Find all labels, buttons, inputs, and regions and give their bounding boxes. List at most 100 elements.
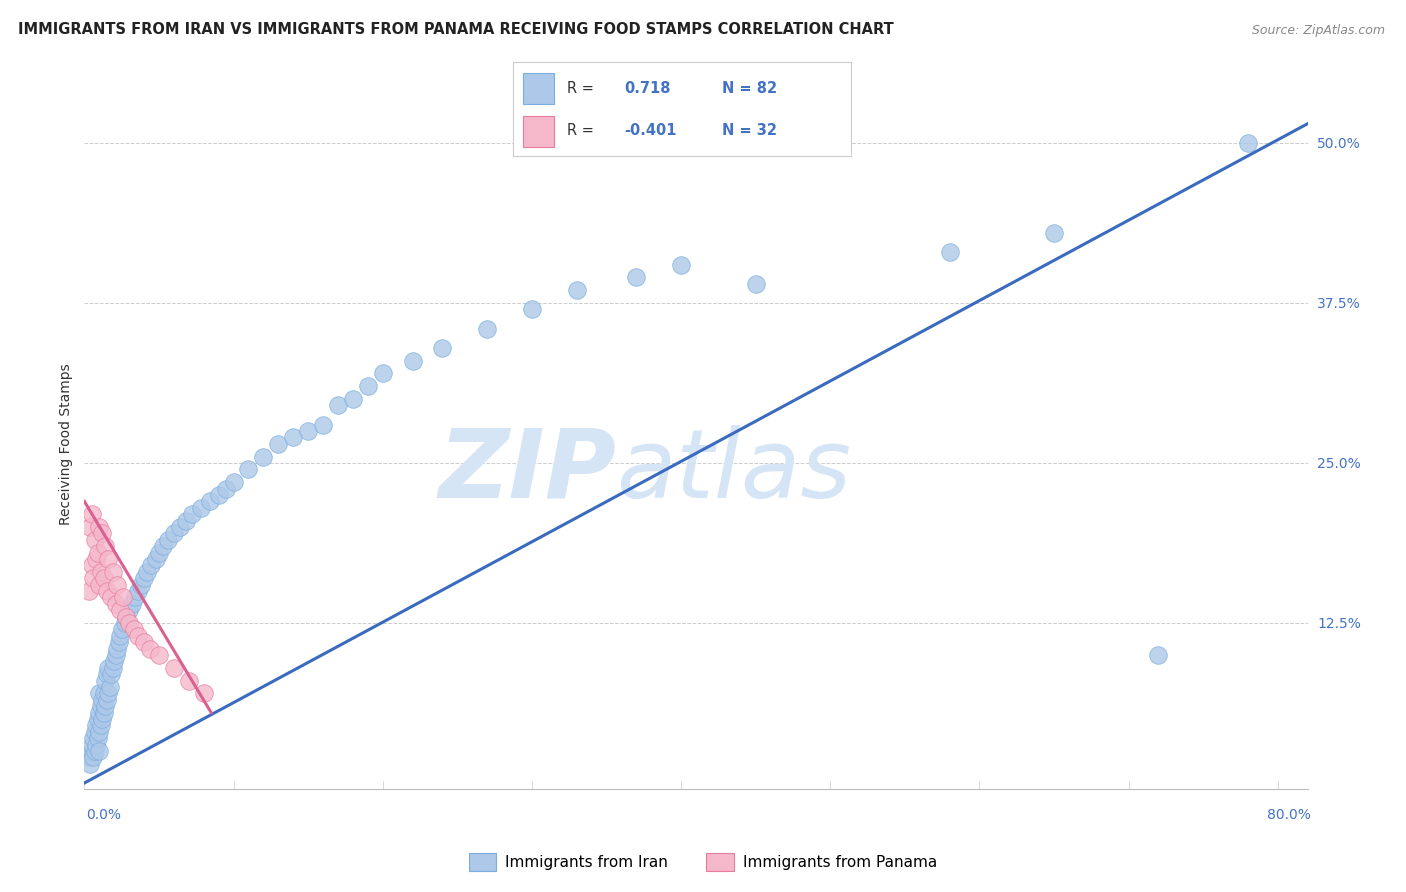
Point [104,648,127,662]
Point [207,488,229,502]
Point [121,597,143,611]
Point [111,623,134,637]
Y-axis label: Receiving Food Stamps: Receiving Food Stamps [59,363,73,524]
Point [105,641,128,656]
Point [93,571,115,585]
Point [215,482,238,496]
Point [122,623,145,637]
Point [97,552,120,566]
Point [141,558,163,573]
FancyBboxPatch shape [523,116,554,147]
Point [96,667,118,681]
Point [89,744,111,758]
Point [152,539,174,553]
Point [371,367,394,381]
Point [80,744,103,758]
Point [87,545,110,559]
Point [124,591,146,605]
Point [148,545,170,559]
Point [145,552,167,566]
Point [108,629,131,643]
Text: R =: R = [567,80,595,95]
Point [177,673,200,688]
Point [94,699,117,714]
Text: 0.0%: 0.0% [86,808,121,822]
Point [1147,648,1170,662]
Point [118,615,141,630]
Point [82,750,104,764]
Point [156,533,179,547]
Point [94,673,117,688]
Point [79,756,101,771]
Point [357,379,380,393]
Point [193,686,215,700]
Point [565,283,588,297]
Point [105,577,128,591]
Point [89,686,111,700]
Point [94,539,117,553]
Point [87,731,110,746]
Point [401,353,423,368]
Point [136,565,159,579]
Point [107,635,129,649]
Point [163,661,186,675]
Point [89,577,111,591]
Legend: Immigrants from Iran, Immigrants from Panama: Immigrants from Iran, Immigrants from Pa… [463,847,943,877]
Point [132,635,155,649]
Point [163,526,186,541]
Point [115,609,138,624]
Text: ZIP: ZIP [439,425,616,518]
Point [475,321,498,335]
Point [342,392,364,406]
Point [100,591,122,605]
Point [93,686,115,700]
Text: R =: R = [567,123,599,138]
Point [312,417,335,432]
Point [90,718,112,732]
Text: IMMIGRANTS FROM IRAN VS IMMIGRANTS FROM PANAMA RECEIVING FOOD STAMPS CORRELATION: IMMIGRANTS FROM IRAN VS IMMIGRANTS FROM … [18,22,894,37]
Point [115,609,138,624]
Point [222,475,245,490]
Text: N = 82: N = 82 [723,80,778,95]
Point [101,661,124,675]
Point [89,724,111,739]
Point [89,706,111,720]
Point [80,507,103,521]
Point [169,520,191,534]
Text: N = 32: N = 32 [723,123,778,138]
Point [669,258,692,272]
Point [100,667,122,681]
Point [101,565,124,579]
Point [103,654,125,668]
Point [96,584,118,599]
Point [80,738,103,752]
Point [93,706,115,720]
Point [91,712,114,726]
Point [326,398,349,412]
Point [938,244,960,259]
Point [77,750,100,764]
Point [83,744,105,758]
Text: atlas: atlas [616,425,852,518]
Point [97,686,120,700]
Point [98,680,121,694]
Point [91,526,114,541]
Point [432,341,454,355]
Point [238,462,260,476]
Point [198,494,221,508]
Point [1237,136,1260,150]
Point [297,424,319,438]
Point [84,552,107,566]
Point [114,615,136,630]
Text: 0.718: 0.718 [624,80,671,95]
Point [97,661,120,675]
Point [180,507,202,521]
Point [84,738,107,752]
Text: Source: ZipAtlas.com: Source: ZipAtlas.com [1251,24,1385,37]
Point [132,571,155,585]
Point [83,724,105,739]
Point [112,591,135,605]
Point [127,584,149,599]
Point [148,648,170,662]
Point [174,514,197,528]
